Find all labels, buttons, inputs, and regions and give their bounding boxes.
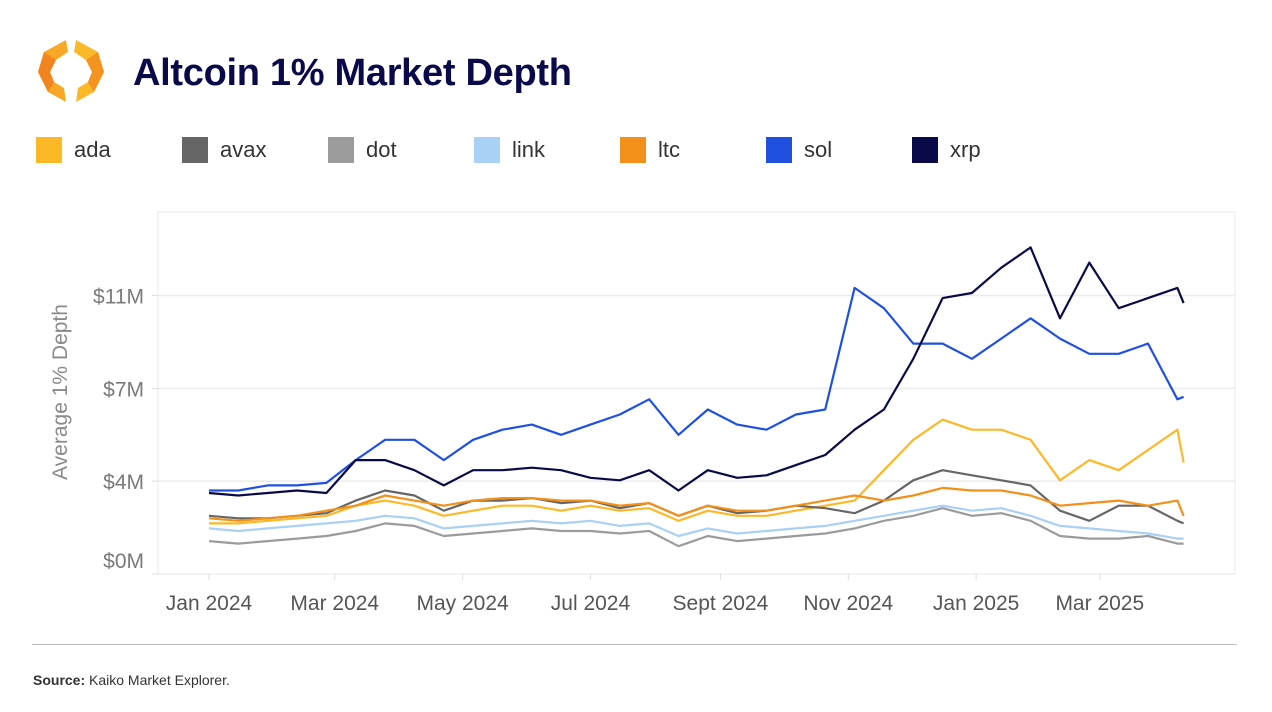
legend-item-sol[interactable]: sol [766,137,832,163]
series-line-xrp [208,246,1185,497]
x-tick-label: Jan 2024 [166,592,253,615]
legend-swatch [620,137,646,163]
legend-item-xrp[interactable]: xrp [912,137,981,163]
legend-swatch [328,137,354,163]
y-tick-label: $11M [93,286,144,309]
y-tick-label: $4M [103,471,144,494]
x-tick-label: May 2024 [416,592,509,615]
y-axis-label: Average 1% Depth [49,304,72,480]
legend-swatch [36,137,62,163]
source-text: Kaiko Market Explorer. [85,672,230,688]
source-note: Source: Kaiko Market Explorer. [33,672,230,688]
series-line-ltc [208,486,1185,522]
x-tick-label: Mar 2025 [1055,592,1144,615]
legend-item-ada[interactable]: ada [36,137,111,163]
legend-label: ltc [658,137,680,162]
legend-item-link[interactable]: link [474,137,545,163]
legend-label: avax [220,137,267,162]
legend-label: xrp [950,137,981,162]
series-line-dot [208,507,1184,548]
series-line-ada [209,418,1185,525]
x-tick-label: Mar 2024 [290,592,379,615]
legend-swatch [766,137,792,163]
legend-item-avax[interactable]: avax [182,137,266,163]
x-tick-label: Jul 2024 [551,592,631,615]
y-tick-label: $0M [103,550,144,573]
plot-area [157,211,1236,575]
legend-label: ada [74,137,111,162]
legend-swatch [912,137,938,163]
x-tick-label: Jan 2025 [933,592,1019,615]
legend-swatch [182,137,208,163]
legend-item-ltc[interactable]: ltc [620,137,680,163]
legend-swatch [474,137,500,163]
legend-item-dot[interactable]: dot [328,137,397,163]
y-tick-label: $7M [103,378,144,401]
source-label: Source: [33,672,86,688]
divider [32,644,1237,645]
x-tick-label: Nov 2024 [803,592,893,615]
legend-label: sol [804,137,833,162]
page-title: Altcoin 1% Market Depth [133,52,572,94]
line-chart: $0M $4M $7M $11M Average 1% Depth Jan 2024 Mar… [49,211,1236,615]
series-line-sol [209,286,1185,492]
legend-label: link [512,137,546,162]
kaiko-logo-icon [38,40,104,102]
legend-label: dot [366,137,397,162]
series-line-link [208,504,1184,540]
x-tick-label: Sept 2024 [673,592,769,615]
